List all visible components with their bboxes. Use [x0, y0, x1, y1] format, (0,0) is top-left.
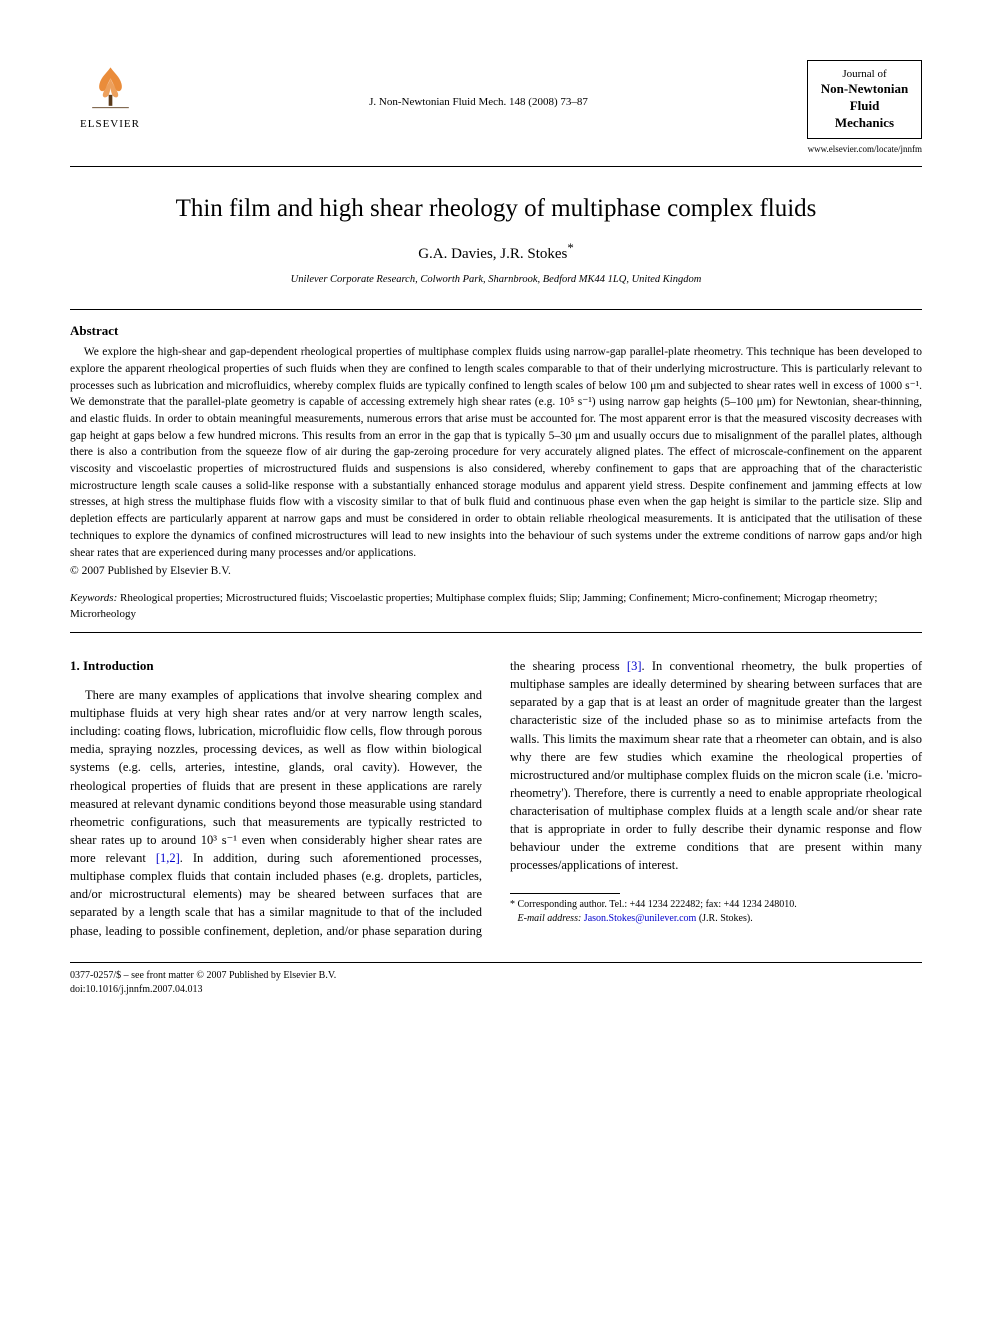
footnote-email-attrib: (J.R. Stokes). [699, 913, 753, 924]
journal-line: Non-Newtonian [812, 81, 917, 98]
footer-block: 0377-0257/$ – see front matter © 2007 Pu… [70, 969, 922, 997]
corresponding-asterisk: * [567, 241, 573, 255]
body-text: There are many examples of applications … [70, 688, 482, 865]
keywords-label: Keywords: [70, 592, 117, 604]
author-names: G.A. Davies, J.R. Stokes [418, 246, 567, 262]
journal-line: Mechanics [812, 115, 917, 132]
abstract-body: We explore the high-shear and gap-depend… [70, 344, 922, 561]
section-number: 1. [70, 658, 80, 673]
footnote-marker: * [510, 899, 515, 910]
keywords-block: Keywords: Rheological properties; Micros… [70, 591, 922, 622]
header-rule [70, 166, 922, 167]
elsevier-tree-icon [83, 60, 138, 115]
footnote-separator [510, 893, 620, 894]
footnote-text: Corresponding author. Tel.: +44 1234 222… [518, 899, 797, 910]
journal-block: Journal of Non-Newtonian Fluid Mechanics… [807, 60, 922, 156]
footer-rule [70, 962, 922, 963]
body-text: . In conventional rheometry, the bulk pr… [510, 659, 922, 872]
citation: J. Non-Newtonian Fluid Mech. 148 (2008) … [150, 60, 807, 110]
title-rule [70, 309, 922, 310]
corresponding-footnote: * Corresponding author. Tel.: +44 1234 2… [510, 898, 922, 926]
abstract-copyright: © 2007 Published by Elsevier B.V. [70, 563, 922, 579]
publisher-logo-block: ELSEVIER [70, 60, 150, 132]
journal-line: Fluid [812, 98, 917, 115]
footer-doi: doi:10.1016/j.jnnfm.2007.04.013 [70, 983, 922, 997]
article-title: Thin film and high shear rheology of mul… [70, 191, 922, 226]
publisher-name: ELSEVIER [80, 117, 140, 132]
citation-link[interactable]: [1,2] [156, 851, 180, 865]
section-title: Introduction [83, 658, 154, 673]
abstract-rule [70, 632, 922, 633]
authors: G.A. Davies, J.R. Stokes* [70, 240, 922, 265]
affiliation: Unilever Corporate Research, Colworth Pa… [70, 273, 922, 288]
journal-title-box: Journal of Non-Newtonian Fluid Mechanics [807, 60, 922, 139]
citation-link[interactable]: [3] [627, 659, 642, 673]
journal-line: Journal of [812, 67, 917, 81]
footer-line: 0377-0257/$ – see front matter © 2007 Pu… [70, 969, 922, 983]
keywords-list: Rheological properties; Microstructured … [70, 592, 877, 619]
page-header: ELSEVIER J. Non-Newtonian Fluid Mech. 14… [70, 60, 922, 156]
abstract-heading: Abstract [70, 322, 922, 340]
footnote-email-label: E-mail address: [518, 913, 582, 924]
section-heading: 1. Introduction [70, 657, 482, 676]
footnote-email-link[interactable]: Jason.Stokes@unilever.com [584, 913, 697, 924]
body-columns: 1. Introduction There are many examples … [70, 657, 922, 940]
journal-url: www.elsevier.com/locate/jnnfm [807, 143, 922, 156]
